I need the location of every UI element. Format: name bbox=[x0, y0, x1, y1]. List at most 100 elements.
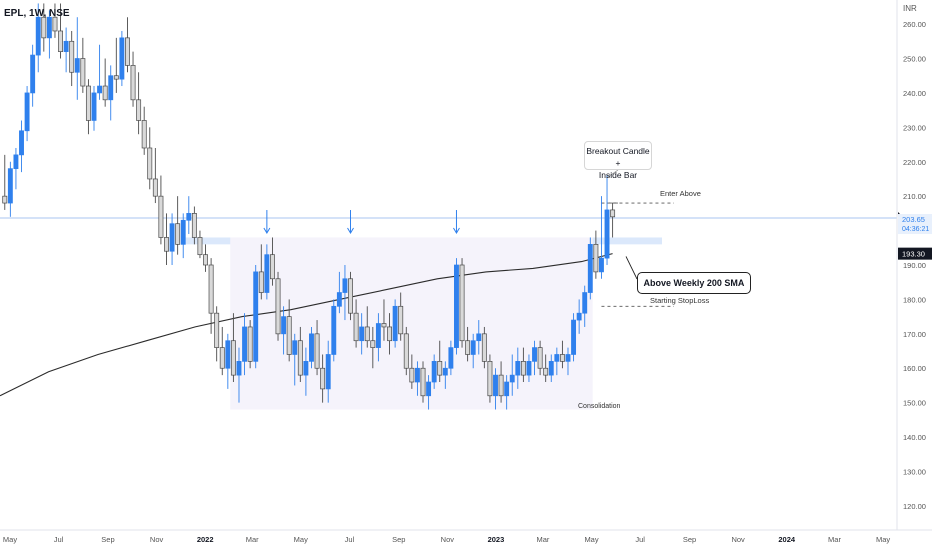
candle bbox=[30, 44, 36, 107]
candle-body bbox=[543, 367, 549, 376]
candle-body bbox=[548, 361, 554, 376]
candle bbox=[414, 361, 420, 396]
candle bbox=[297, 326, 303, 383]
y-tick-label: 140.00 bbox=[903, 433, 926, 442]
candle bbox=[152, 147, 158, 204]
candle bbox=[119, 30, 125, 87]
candle bbox=[599, 196, 604, 279]
candle-body bbox=[180, 219, 186, 245]
candle-body bbox=[125, 37, 130, 66]
x-tick-label: May bbox=[876, 535, 890, 544]
candle bbox=[52, 3, 58, 38]
candle bbox=[108, 65, 114, 121]
candle-body bbox=[286, 316, 292, 355]
candle bbox=[431, 354, 437, 389]
candle bbox=[80, 37, 86, 93]
sma-200-line bbox=[0, 253, 613, 397]
touch-arrow bbox=[347, 210, 354, 234]
y-tick-label: 150.00 bbox=[903, 399, 926, 408]
candle bbox=[610, 203, 616, 238]
x-tick-label: Jul bbox=[635, 535, 645, 544]
y-tick-label: 130.00 bbox=[903, 467, 926, 476]
candle-body bbox=[403, 333, 409, 369]
candle bbox=[420, 361, 426, 403]
x-tick-label: Nov bbox=[441, 535, 455, 544]
candle-body bbox=[269, 254, 275, 280]
candle bbox=[320, 354, 326, 403]
y-tick-label: 220.00 bbox=[903, 158, 926, 167]
candle-body bbox=[175, 223, 181, 245]
candle bbox=[197, 230, 203, 259]
candle-body bbox=[437, 361, 443, 376]
candle-body bbox=[504, 381, 510, 397]
candle bbox=[113, 37, 119, 93]
candle-body bbox=[381, 323, 387, 328]
candle-body bbox=[113, 75, 119, 80]
candle-body bbox=[599, 257, 604, 273]
candle bbox=[465, 326, 471, 362]
candle bbox=[136, 72, 142, 135]
candle-body bbox=[91, 92, 97, 121]
candle bbox=[169, 213, 175, 265]
x-tick-label: Sep bbox=[101, 535, 114, 544]
candle-body bbox=[35, 16, 41, 56]
candle-body bbox=[197, 237, 203, 256]
candle bbox=[258, 244, 264, 300]
candle bbox=[448, 340, 454, 376]
candle bbox=[470, 333, 476, 369]
candle bbox=[348, 271, 353, 321]
symbol-label[interactable]: EPL, 1W, NSE bbox=[4, 8, 70, 19]
candle bbox=[225, 333, 231, 389]
candle-body bbox=[442, 367, 448, 376]
touch-arrow-head bbox=[453, 227, 460, 234]
candle-body bbox=[203, 254, 208, 266]
candle-body bbox=[537, 347, 543, 369]
x-tick-label: May bbox=[294, 535, 308, 544]
candle bbox=[309, 326, 314, 369]
candle-body bbox=[487, 361, 493, 397]
y-tick-label: 240.00 bbox=[903, 89, 926, 98]
candle bbox=[336, 271, 342, 314]
candle-body bbox=[46, 16, 52, 39]
touch-arrow bbox=[263, 210, 271, 234]
candle bbox=[375, 313, 381, 362]
candle bbox=[442, 361, 448, 389]
y-tick-label: 210.00 bbox=[903, 192, 926, 201]
candle-body bbox=[348, 278, 353, 314]
candle-body bbox=[225, 340, 231, 369]
candle bbox=[543, 354, 549, 383]
candle-body bbox=[331, 305, 337, 355]
candle-body bbox=[476, 333, 482, 342]
candle bbox=[331, 299, 337, 362]
candle-body bbox=[582, 292, 588, 314]
candle bbox=[236, 347, 242, 403]
candle bbox=[46, 10, 52, 59]
candle bbox=[253, 265, 259, 369]
candle-body bbox=[74, 58, 80, 73]
enter-above-label: Enter Above bbox=[660, 189, 701, 198]
touch-arrow-head bbox=[263, 227, 271, 234]
x-tick-label: Nov bbox=[150, 535, 164, 544]
candle bbox=[509, 354, 515, 396]
candle-body bbox=[526, 361, 532, 376]
candle-body bbox=[41, 16, 47, 39]
consolidation-label: Consolidation bbox=[578, 403, 621, 410]
candle-body bbox=[554, 354, 560, 362]
candle bbox=[164, 213, 169, 265]
candle-body bbox=[230, 340, 236, 376]
candle bbox=[85, 79, 91, 135]
candle bbox=[24, 86, 30, 142]
x-tick-label: May bbox=[3, 535, 17, 544]
x-tick-label: Jul bbox=[345, 535, 355, 544]
candle bbox=[147, 127, 153, 190]
x-tick-label: 2023 bbox=[488, 535, 505, 544]
x-tick-label: Mar bbox=[828, 535, 841, 544]
candle bbox=[398, 292, 404, 341]
candle bbox=[292, 333, 298, 386]
candle-body bbox=[565, 354, 571, 362]
candle-body bbox=[158, 195, 164, 238]
candle bbox=[364, 306, 370, 348]
candle-body bbox=[454, 264, 459, 348]
